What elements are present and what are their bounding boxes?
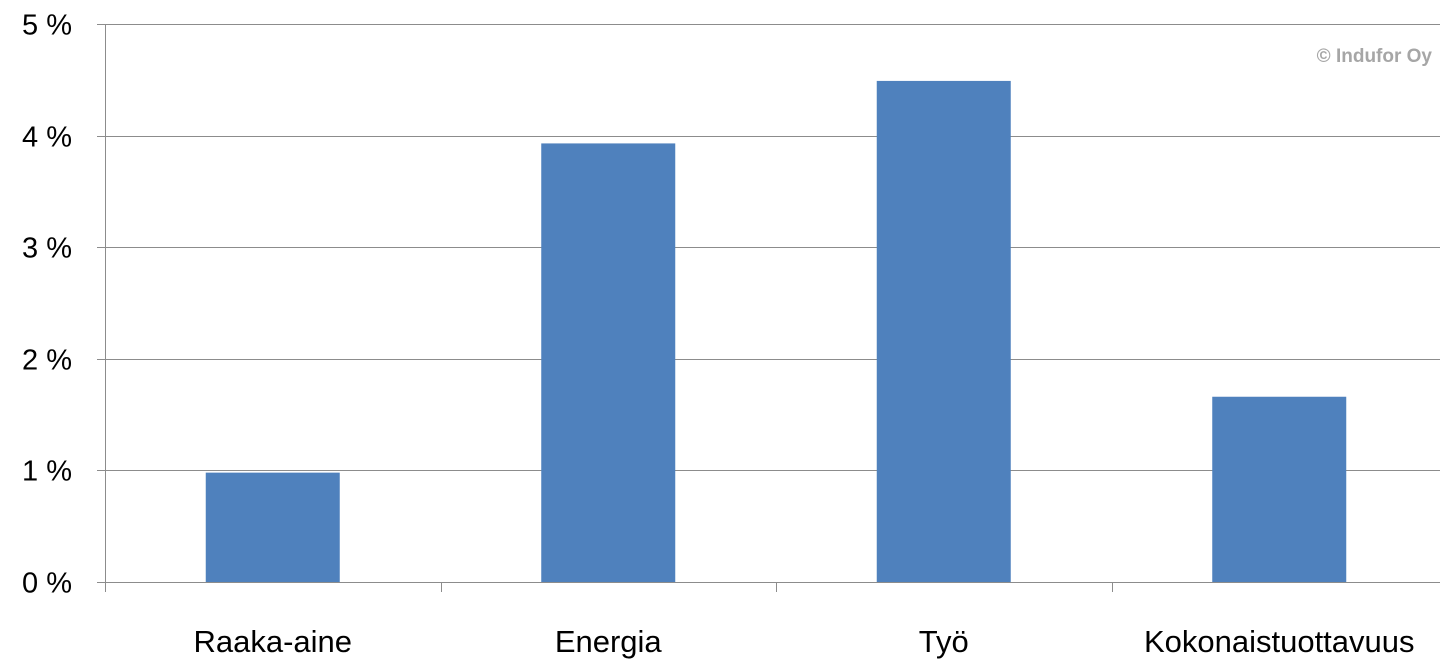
axes (97, 24, 1440, 592)
bar-kokonaistuottavuus (1212, 396, 1347, 582)
y-tick-label: 0 % (22, 568, 72, 600)
x-category-label: Raaka-aine (193, 624, 352, 659)
bar-ty- (876, 80, 1011, 582)
y-tick-label: 2 % (22, 345, 72, 377)
x-category-label: Kokonaistuottavuus (1144, 624, 1415, 659)
x-category-label: Työ (919, 624, 969, 659)
y-tick-labels: 0 % 1 % 2 % 3 % 4 % 5 % (22, 10, 72, 600)
x-category-labels: Raaka-aine Energia Työ Kokonaistuottavuus (193, 624, 1414, 659)
y-tick-label: 1 % (22, 456, 72, 488)
y-tick-label: 3 % (22, 233, 72, 265)
y-tick-label: 5 % (22, 10, 72, 42)
bars (205, 80, 1347, 583)
bar-energia (541, 143, 676, 583)
x-category-label: Energia (555, 624, 663, 659)
y-tick-label: 4 % (22, 122, 72, 154)
bar-raaka-aine (205, 472, 340, 582)
copyright-watermark: © Indufor Oy (1317, 46, 1433, 67)
